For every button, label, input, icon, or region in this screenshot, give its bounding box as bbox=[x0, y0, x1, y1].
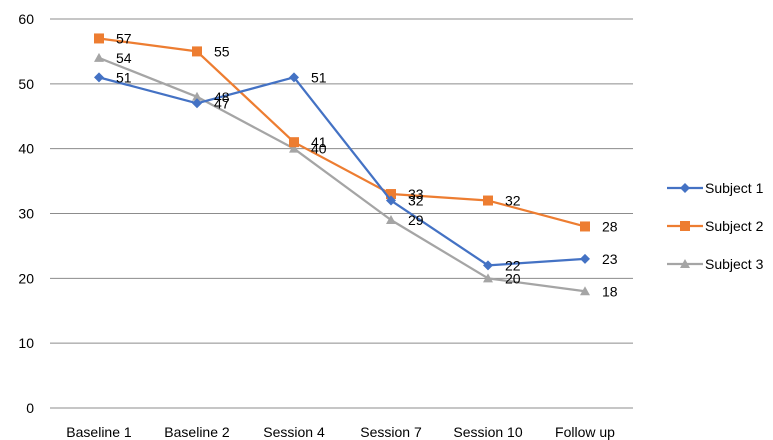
data-label: 18 bbox=[602, 283, 618, 299]
x-tick-label: Baseline 2 bbox=[164, 424, 230, 440]
legend-label: Subject 1 bbox=[705, 180, 764, 196]
data-label: 22 bbox=[505, 257, 521, 273]
x-tick-label: Session 10 bbox=[453, 424, 522, 440]
data-label: 51 bbox=[311, 69, 327, 85]
data-label: 57 bbox=[116, 30, 132, 46]
y-tick-label: 10 bbox=[18, 335, 34, 351]
gridlines bbox=[50, 18, 633, 409]
data-point bbox=[289, 137, 299, 148]
data-point bbox=[289, 72, 299, 83]
legend: Subject 1 Subject 2 Subject 3 bbox=[667, 180, 764, 272]
x-axis-ticks: Baseline 1 Baseline 2 Session 4 Session 7 Se… bbox=[66, 424, 615, 440]
legend-marker bbox=[680, 221, 690, 231]
data-label: 20 bbox=[505, 270, 521, 286]
series-group bbox=[94, 33, 590, 296]
data-label: 23 bbox=[602, 251, 618, 267]
series-line bbox=[98, 76, 586, 267]
y-tick-label: 0 bbox=[26, 400, 34, 416]
y-tick-label: 20 bbox=[18, 270, 34, 286]
legend-item-subject-2: Subject 2 bbox=[667, 218, 764, 234]
data-point bbox=[94, 72, 104, 83]
data-point bbox=[483, 273, 493, 283]
data-label: 55 bbox=[214, 43, 230, 59]
legend-item-subject-1: Subject 1 bbox=[667, 180, 764, 196]
data-point bbox=[192, 98, 202, 109]
x-tick-label: Session 7 bbox=[360, 424, 422, 440]
legend-marker bbox=[680, 183, 690, 193]
data-point bbox=[386, 195, 396, 206]
legend-marker bbox=[680, 259, 690, 268]
data-point bbox=[192, 91, 202, 101]
data-point bbox=[483, 195, 493, 206]
x-tick-label: Follow up bbox=[555, 424, 615, 440]
series-1 bbox=[94, 72, 590, 271]
x-tick-label: Session 4 bbox=[263, 424, 325, 440]
data-label: 28 bbox=[602, 218, 618, 234]
y-tick-label: 50 bbox=[18, 76, 34, 92]
series-3 bbox=[94, 52, 590, 296]
data-point bbox=[483, 260, 493, 271]
series-line bbox=[98, 56, 586, 293]
legend-label: Subject 3 bbox=[705, 256, 764, 272]
series-2 bbox=[94, 33, 590, 232]
data-point bbox=[94, 52, 104, 62]
data-point bbox=[289, 143, 299, 153]
data-label: 32 bbox=[505, 193, 521, 209]
data-label: 29 bbox=[408, 212, 424, 228]
data-label: 40 bbox=[311, 141, 327, 157]
y-tick-label: 30 bbox=[18, 206, 34, 222]
data-point bbox=[192, 46, 202, 57]
y-axis-ticks: 0 10 20 30 40 50 60 bbox=[18, 11, 34, 416]
data-label: 41 bbox=[311, 134, 327, 150]
data-label: 48 bbox=[214, 89, 230, 105]
y-tick-label: 40 bbox=[18, 141, 34, 157]
data-label: 33 bbox=[408, 186, 424, 202]
data-label: 47 bbox=[214, 95, 230, 111]
series-line bbox=[98, 37, 586, 228]
data-point bbox=[386, 214, 396, 224]
data-point bbox=[580, 253, 590, 264]
data-point bbox=[386, 189, 396, 200]
legend-label: Subject 2 bbox=[705, 218, 764, 234]
y-tick-label: 60 bbox=[18, 11, 34, 27]
legend-item-subject-3: Subject 3 bbox=[667, 256, 764, 272]
data-label: 51 bbox=[116, 69, 132, 85]
data-point bbox=[94, 33, 104, 44]
data-point bbox=[580, 221, 590, 232]
data-label: 54 bbox=[116, 50, 132, 66]
data-point bbox=[580, 286, 590, 296]
data-label: 32 bbox=[408, 193, 424, 209]
x-tick-label: Baseline 1 bbox=[66, 424, 132, 440]
